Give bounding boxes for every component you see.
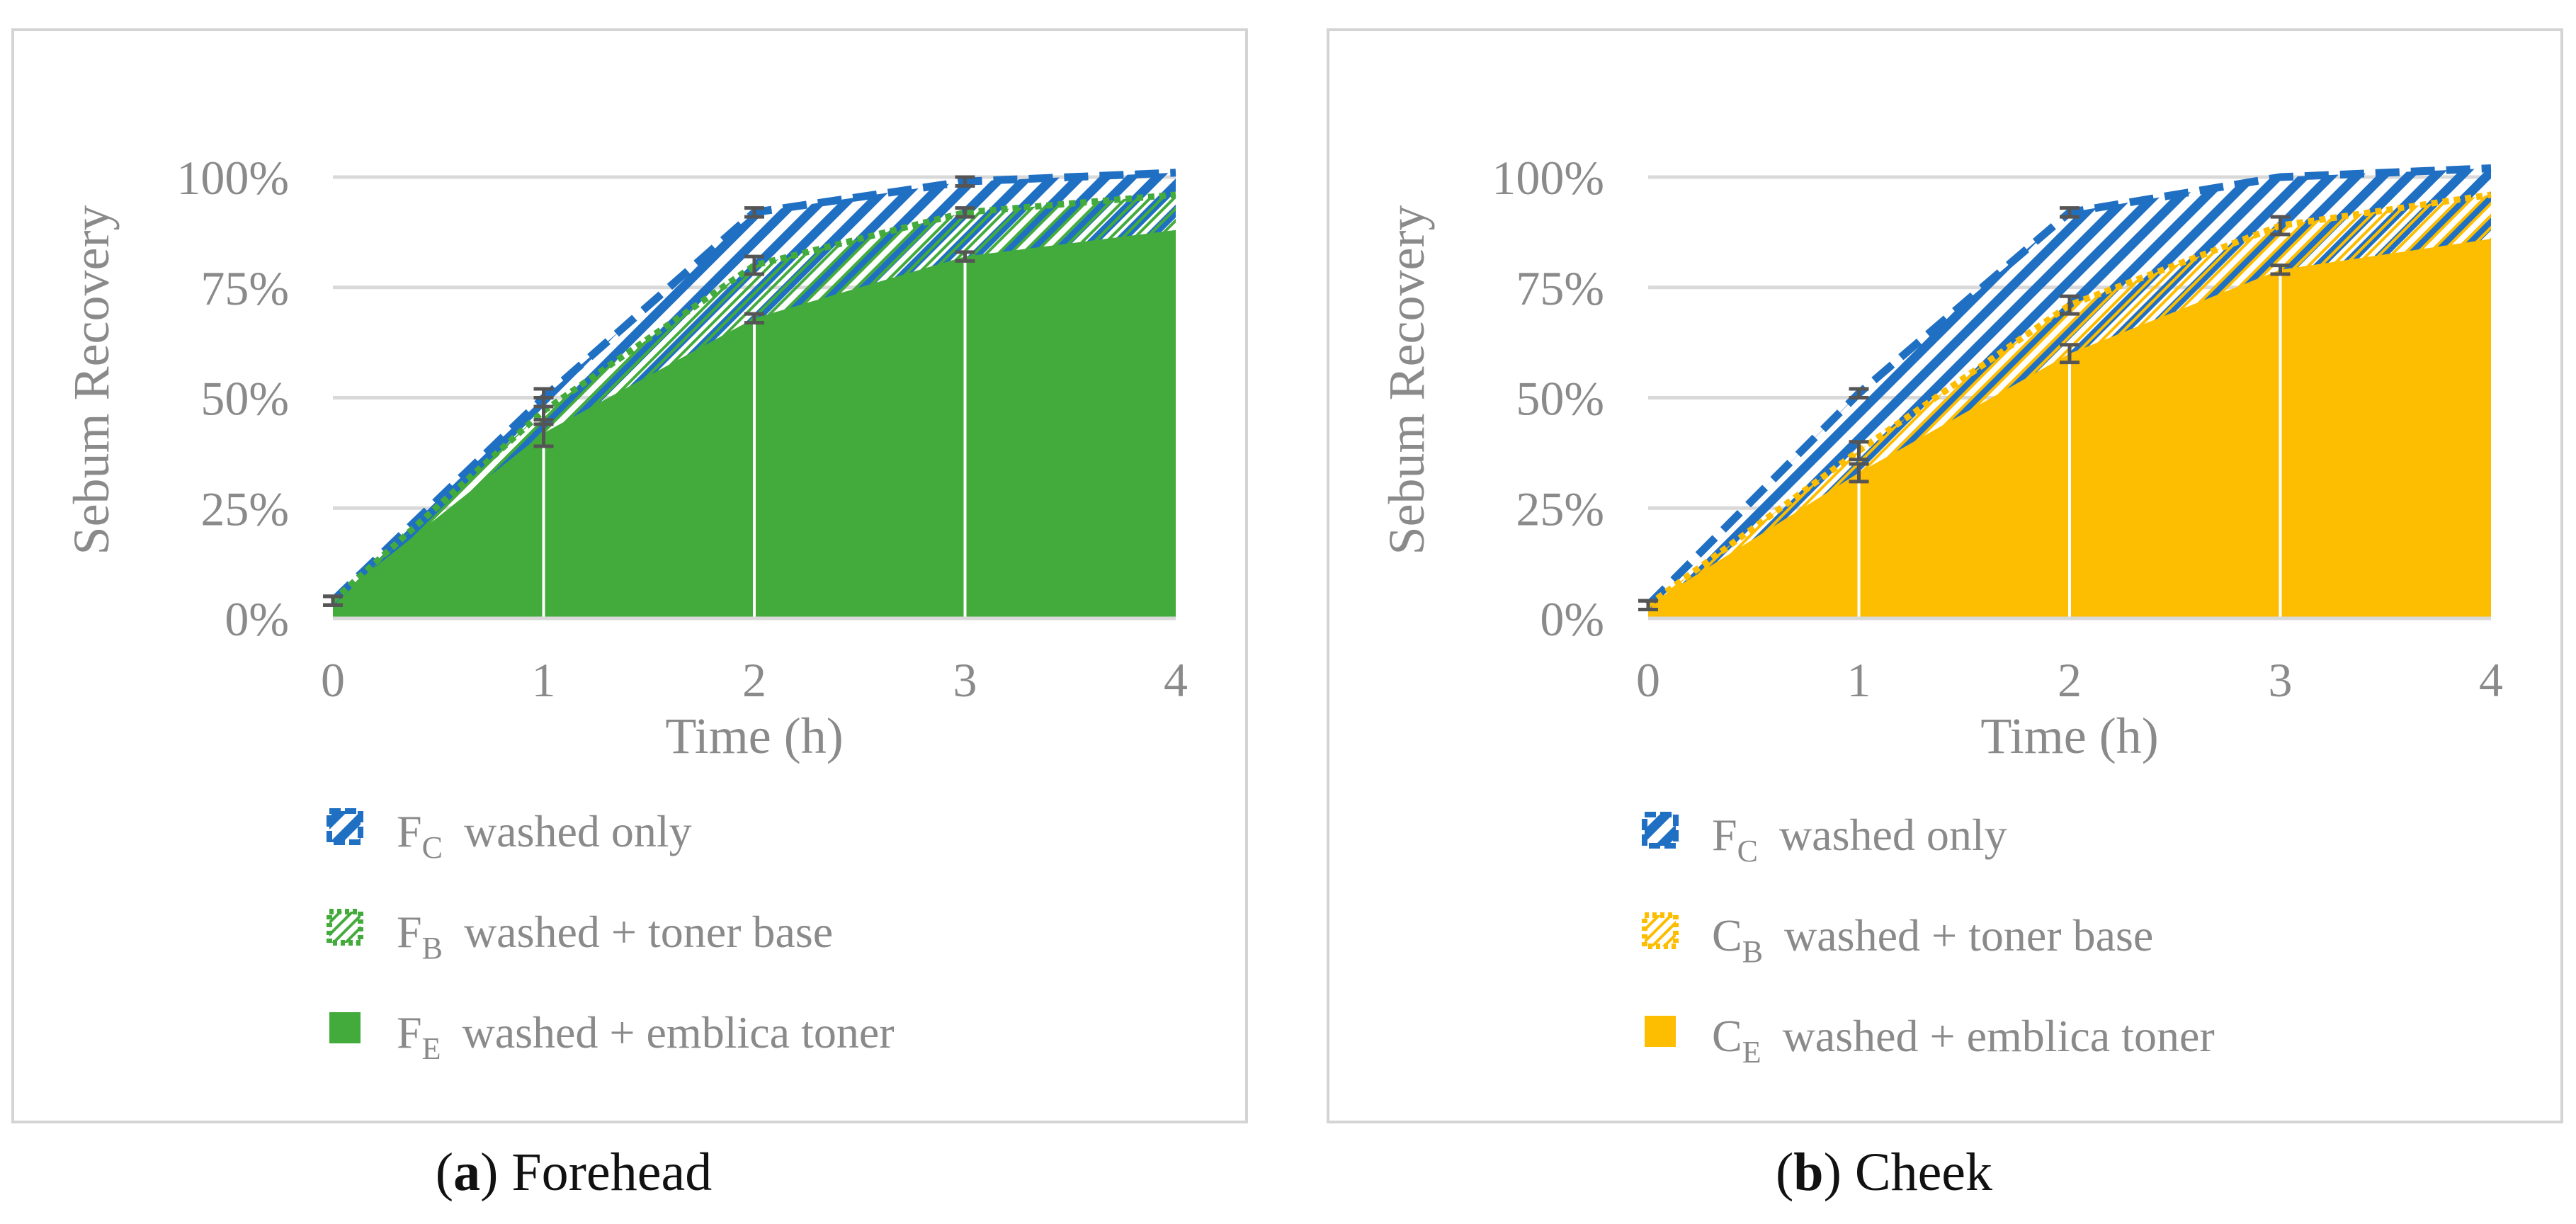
error-bar xyxy=(323,594,343,607)
x-tick-label: 1 xyxy=(532,653,556,707)
legend-item-c: FC washed only xyxy=(1642,810,2007,868)
series-line-b xyxy=(330,191,1176,604)
x-tick-label: 1 xyxy=(1847,653,1871,707)
x-tick-label: 4 xyxy=(1164,653,1188,707)
legend-series-name: washed only xyxy=(464,806,692,856)
x-axis-title: Time (h) xyxy=(1980,708,2158,764)
legend-label: CE washed + emblica toner xyxy=(1712,1011,2215,1070)
legend-label: FC washed only xyxy=(397,806,692,865)
legend-series-name: washed only xyxy=(1779,810,2007,860)
legend-swatch xyxy=(1645,1016,1676,1047)
x-tick-label: 4 xyxy=(2479,653,2503,707)
panel-caption: (a) Forehead xyxy=(436,1143,712,1202)
y-tick-label: 25% xyxy=(1516,482,1604,536)
legend-item-b: FB washed + toner base xyxy=(327,907,833,965)
error-bar xyxy=(1849,387,1869,400)
error-bar xyxy=(2060,343,2079,365)
error-bar xyxy=(2270,264,2291,276)
legend-series-name: washed + emblica toner xyxy=(462,1007,894,1058)
x-axis-title: Time (h) xyxy=(665,708,843,764)
y-tick-label: 25% xyxy=(200,482,289,536)
error-bar xyxy=(1849,440,1869,462)
chart-panel-forehead: 0% 25% 50% 75% 100% 0 1 2 3 4 Time (h) Sebum Recove… xyxy=(11,28,1248,1202)
error-bar xyxy=(744,312,764,325)
x-tick-label: 3 xyxy=(2269,653,2293,707)
legend-symbol: F xyxy=(397,1007,422,1058)
error-bar xyxy=(533,418,554,448)
legend-swatch xyxy=(1642,812,1679,849)
x-tick-label: 0 xyxy=(1636,653,1660,707)
legend-subscript: E xyxy=(422,1031,441,1066)
y-tick-label: 0% xyxy=(225,592,289,646)
legend-item-c: FC washed only xyxy=(327,806,692,865)
legend-swatch xyxy=(327,808,363,845)
x-tick-label: 2 xyxy=(2058,653,2082,707)
error-bar xyxy=(2060,294,2079,316)
legend-label: FE washed + emblica toner xyxy=(397,1007,895,1066)
legend-label: FB washed + toner base xyxy=(397,907,833,965)
legend-symbol: F xyxy=(397,907,422,957)
legend-series-name: washed + emblica toner xyxy=(1783,1011,2215,1061)
y-tick-label: 50% xyxy=(1516,372,1604,426)
legend-symbol: C xyxy=(1712,1011,1742,1061)
error-bar xyxy=(744,254,764,276)
legend-swatch xyxy=(329,1012,361,1043)
legend-series-name: washed + toner base xyxy=(464,907,833,957)
y-tick-label: 100% xyxy=(1492,151,1604,205)
caption-paren: ( xyxy=(1776,1143,1793,1202)
caption-panel-label: b xyxy=(1793,1143,1823,1202)
caption-paren: ( xyxy=(436,1143,453,1202)
x-tick-label: 0 xyxy=(321,653,345,707)
y-axis-title: Sebum Recovery xyxy=(63,205,120,555)
legend-label: CB washed + toner base xyxy=(1712,910,2153,969)
legend-series-name: washed + toner base xyxy=(1784,910,2153,960)
legend-symbol: F xyxy=(1712,810,1737,860)
y-tick-label: 75% xyxy=(1516,261,1604,315)
legend-symbol: C xyxy=(1712,910,1742,960)
legend-symbol: F xyxy=(397,806,422,856)
legend-item-e: FE washed + emblica toner xyxy=(329,1007,895,1066)
caption-panel-label: a xyxy=(453,1143,480,1202)
legend-swatch xyxy=(1642,912,1679,949)
error-bar xyxy=(955,250,975,263)
caption-text: ) Forehead xyxy=(480,1143,712,1202)
legend-swatch xyxy=(327,909,363,946)
legend-subscript: C xyxy=(422,830,443,865)
caption-text: ) Cheek xyxy=(1824,1143,1992,1202)
y-tick-label: 50% xyxy=(200,372,289,426)
y-tick-label: 75% xyxy=(200,261,289,315)
legend-item-b: CB washed + toner base xyxy=(1642,910,2153,969)
panel-caption: (b) Cheek xyxy=(1776,1143,1992,1202)
error-bar xyxy=(955,206,975,219)
error-bar xyxy=(955,175,975,188)
error-bar xyxy=(744,206,764,219)
legend-label: FC washed only xyxy=(1712,810,2007,868)
y-tick-label: 0% xyxy=(1540,592,1604,646)
error-bar xyxy=(1849,462,1869,484)
legend-subscript: C xyxy=(1737,834,1758,868)
legend-subscript: B xyxy=(1742,934,1763,969)
legend-item-e: CE washed + emblica toner xyxy=(1645,1011,2215,1070)
chart-panel-cheek: 0% 25% 50% 75% 100% 0 1 2 3 4 Time (h) Sebum Recove… xyxy=(1327,28,2563,1202)
error-bar xyxy=(2060,206,2079,219)
series-line-b xyxy=(1646,191,2492,608)
y-tick-label: 100% xyxy=(176,151,289,205)
x-tick-label: 3 xyxy=(953,653,977,707)
x-tick-label: 2 xyxy=(742,653,766,707)
legend-subscript: E xyxy=(1742,1035,1761,1070)
y-axis-title: Sebum Recovery xyxy=(1378,205,1435,555)
error-bar xyxy=(1638,599,1658,612)
error-bar xyxy=(2270,215,2291,237)
legend-subscript: B xyxy=(422,931,443,965)
